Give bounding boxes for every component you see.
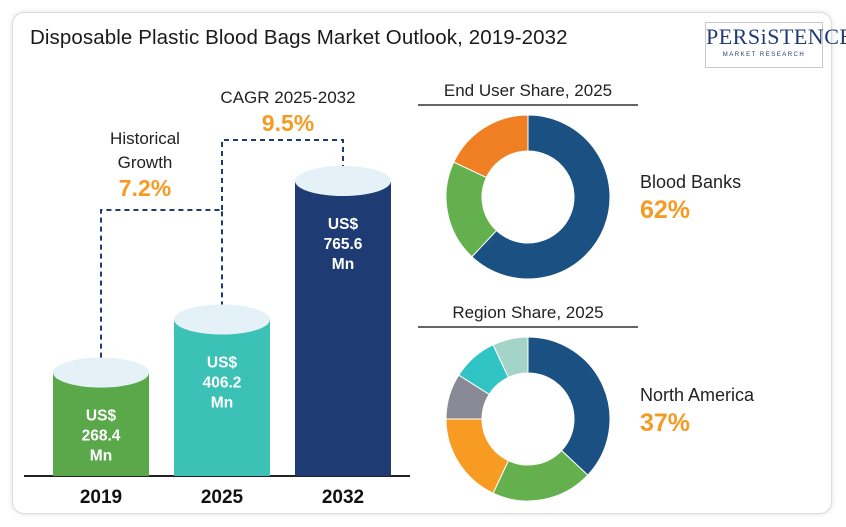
bar-value-label: US$ — [86, 408, 117, 425]
brand-logo: PERSiSTENCE MARKET RESEARCH — [705, 22, 846, 68]
logo-tagline: MARKET RESEARCH — [722, 52, 806, 58]
chart-title: Disposable Plastic Blood Bags Market Out… — [30, 26, 568, 49]
bar-cap-2019 — [53, 357, 149, 388]
x-tick-label: 2019 — [80, 487, 122, 508]
bar-2019 — [53, 372, 149, 476]
donut-chart-1 — [445, 114, 611, 280]
cagr-connector — [221, 139, 344, 210]
callout-value: 37% — [640, 409, 690, 437]
bar-value-label: Mn — [332, 256, 354, 273]
donut-title: End User Share, 2025 — [444, 81, 612, 100]
bar-value-label: US$ — [328, 216, 359, 233]
donut-slice — [492, 336, 529, 379]
historical-growth-connector — [100, 209, 223, 358]
donut-slice — [453, 114, 529, 179]
annotation-label: CAGR 2025-2032 — [220, 88, 355, 107]
bar-value-label: 765.6 — [324, 236, 363, 253]
annotation-value: 9.5% — [262, 110, 314, 136]
annotation-value: 7.2% — [119, 175, 171, 201]
bar-value-label: 406.2 — [203, 374, 242, 391]
donut-chart-2 — [445, 336, 611, 502]
callout-label: North America — [640, 385, 755, 405]
x-tick-label: 2025 — [201, 487, 244, 508]
bar-value-label: US$ — [207, 354, 238, 371]
bar-value-label: Mn — [211, 394, 233, 411]
bar-value-label: 268.4 — [82, 428, 121, 445]
annotation-label: Historical — [110, 129, 180, 148]
x-tick-label: 2032 — [322, 487, 364, 508]
callout-label: Blood Banks — [640, 172, 741, 192]
bar-value-label: Mn — [90, 448, 112, 465]
bar-cap-2025 — [174, 304, 270, 335]
callout-value: 62% — [640, 196, 690, 224]
donut-title: Region Share, 2025 — [452, 303, 603, 322]
bar-2032 — [295, 181, 391, 476]
donut-slice — [527, 336, 611, 476]
bar-2025 — [174, 319, 270, 476]
bar-cap-2032 — [295, 166, 391, 196]
donut-slice — [471, 114, 611, 280]
annotation-label: Growth — [118, 153, 173, 172]
